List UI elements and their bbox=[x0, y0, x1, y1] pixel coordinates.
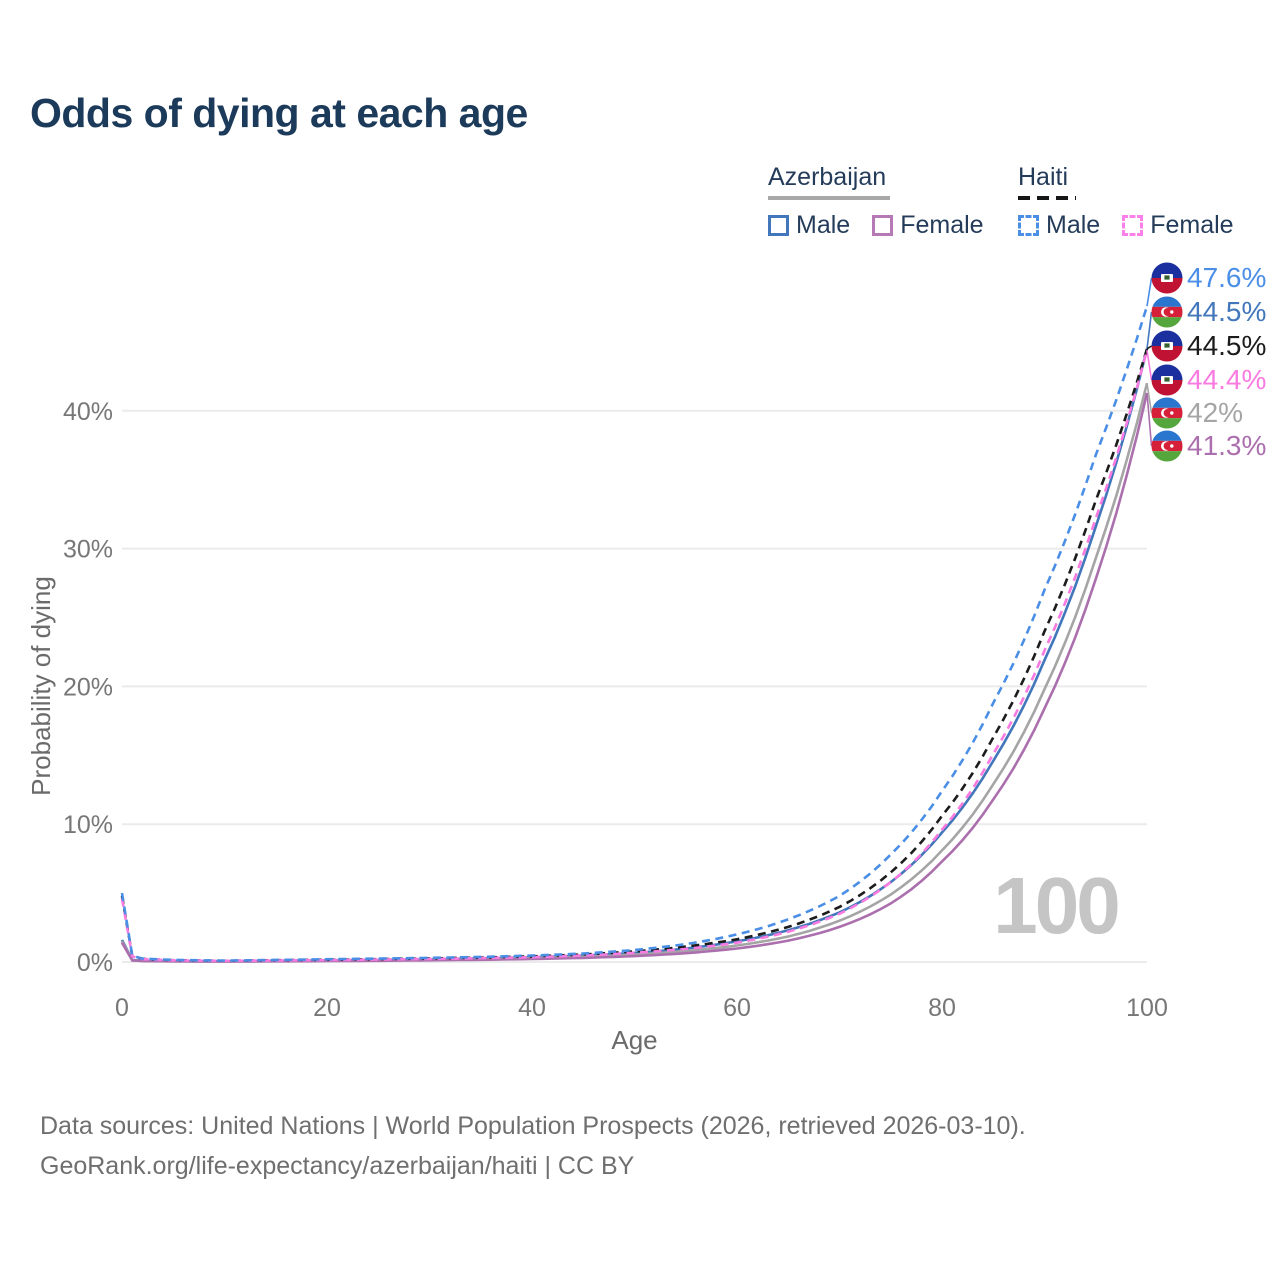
legend-item-azerbaijan-female[interactable]: Female bbox=[872, 211, 984, 240]
legend-country-haiti[interactable]: Haiti bbox=[1018, 163, 1069, 191]
azerbaijan-flag-icon bbox=[1151, 397, 1183, 429]
x-tick-label: 40 bbox=[518, 994, 546, 1022]
leader-line bbox=[1146, 392, 1153, 447]
end-label-azerbaijan-male[interactable]: 44.5% bbox=[1151, 296, 1267, 329]
haiti-flag-icon bbox=[1151, 330, 1183, 362]
haiti-flag-icon bbox=[1151, 262, 1183, 294]
legend-item-label: Female bbox=[1150, 211, 1234, 239]
end-label-value: 42% bbox=[1187, 397, 1243, 428]
legend-country-azerbaijan[interactable]: Azerbaijan bbox=[768, 163, 887, 191]
x-tick-label: 100 bbox=[1126, 994, 1168, 1022]
end-label-value: 44.5% bbox=[1187, 330, 1266, 361]
legend-item-label: Female bbox=[900, 211, 984, 239]
age-counter-watermark: 100 bbox=[993, 861, 1120, 950]
y-tick-label: 10% bbox=[63, 811, 113, 839]
haiti-female-swatch-icon bbox=[1122, 215, 1144, 236]
end-label-azerbaijan-female[interactable]: 41.3% bbox=[1151, 430, 1267, 463]
haiti-flag-icon bbox=[1151, 364, 1183, 396]
x-tick-label: 20 bbox=[313, 994, 341, 1022]
series-line-haiti-female[interactable] bbox=[120, 349, 1149, 963]
azerbaijan-flag-icon bbox=[1151, 296, 1183, 328]
azerbaijan-female-swatch-icon bbox=[872, 215, 894, 236]
legend-item-label: Male bbox=[796, 211, 851, 239]
series-line-haiti-male[interactable] bbox=[120, 305, 1149, 962]
end-label-value: 47.6% bbox=[1187, 262, 1266, 293]
leader-line bbox=[1146, 311, 1153, 349]
haiti-male-swatch-icon bbox=[1018, 215, 1039, 236]
x-tick-label: 0 bbox=[115, 994, 129, 1022]
legend-item-haiti-female[interactable]: Female bbox=[1122, 211, 1234, 240]
legend-item-label: Male bbox=[1046, 211, 1101, 239]
end-label-value: 44.5% bbox=[1187, 296, 1266, 327]
azerbaijan-line-sample bbox=[768, 196, 890, 200]
haiti-line-sample bbox=[1018, 196, 1076, 200]
legend-group-haiti: Haiti Male Female bbox=[1018, 163, 1234, 240]
y-axis-title: Probability of dying bbox=[26, 576, 56, 796]
leader-line bbox=[1146, 383, 1153, 414]
end-label-haiti-male[interactable]: 47.6% bbox=[1151, 262, 1267, 294]
end-label-value: 41.3% bbox=[1187, 430, 1266, 461]
leader-line bbox=[1146, 277, 1153, 307]
end-label-haiti-female[interactable]: 44.4% bbox=[1151, 364, 1267, 396]
page-title: Odds of dying at each age bbox=[30, 90, 528, 136]
data-source-line: Data sources: United Nations | World Pop… bbox=[40, 1112, 1026, 1140]
leader-line bbox=[1146, 350, 1153, 381]
y-tick-label: 40% bbox=[63, 398, 113, 426]
legend-item-azerbaijan-male[interactable]: Male bbox=[768, 211, 850, 240]
legend: Azerbaijan Male Female Haiti Male bbox=[0, 163, 1280, 253]
azerbaijan-flag-icon bbox=[1151, 430, 1183, 462]
x-tick-label: 80 bbox=[928, 994, 956, 1022]
attribution-line: GeoRank.org/life-expectancy/azerbaijan/h… bbox=[40, 1152, 635, 1180]
azerbaijan-male-swatch-icon bbox=[768, 215, 789, 236]
legend-group-azerbaijan: Azerbaijan Male Female bbox=[768, 163, 984, 240]
y-tick-label: 20% bbox=[63, 673, 113, 701]
leader-line bbox=[1146, 345, 1152, 350]
legend-item-haiti-male[interactable]: Male bbox=[1018, 211, 1100, 240]
y-tick-label: 30% bbox=[63, 536, 113, 564]
data-source-note: Data sources: United Nations | World Pop… bbox=[40, 1106, 1026, 1186]
x-tick-label: 60 bbox=[723, 994, 751, 1022]
end-label-haiti-both-sexes[interactable]: 44.5% bbox=[1151, 330, 1267, 362]
x-axis-title: Age bbox=[611, 1025, 657, 1055]
y-tick-label: 0% bbox=[77, 949, 113, 977]
end-label-value: 44.4% bbox=[1187, 364, 1266, 395]
end-label-azerbaijan-both-sexes[interactable]: 42% bbox=[1151, 397, 1244, 430]
